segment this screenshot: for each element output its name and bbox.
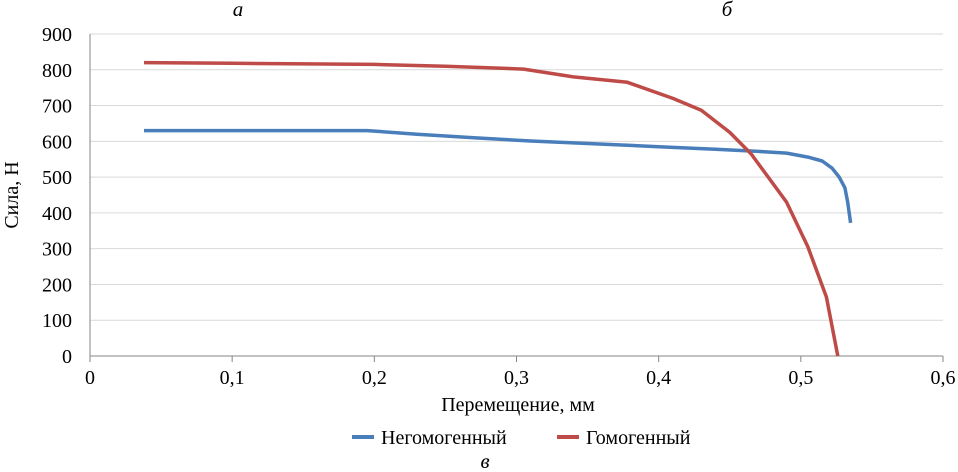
y-tick-label: 500 — [42, 167, 72, 189]
legend: Негомогенный Гомогенный — [352, 427, 691, 449]
y-tick-label: 100 — [42, 310, 72, 332]
x-tick-label: 0,1 — [220, 367, 245, 389]
y-tick-label: 700 — [42, 96, 72, 118]
x-tick-label: 0,5 — [788, 367, 813, 389]
y-tick-label: 600 — [42, 131, 72, 153]
y-tick-label: 800 — [42, 60, 72, 82]
x-tick-label: 0 — [85, 367, 95, 389]
y-axis-label: Сила, Н — [1, 161, 23, 228]
y-tick-label: 400 — [42, 203, 72, 225]
legend-label-series-2: Гомогенный — [586, 427, 691, 449]
tick-labels: 0 100 200 300 400 500 600 700 800 900 0 0,1 0,2 0,3 0,… — [42, 24, 956, 389]
x-axis-label: Перемещение, мм — [441, 394, 595, 416]
y-tick-label: 200 — [42, 274, 72, 296]
panel-label-c: в — [480, 449, 489, 472]
gridlines — [90, 33, 943, 321]
x-tick-label: 0,6 — [931, 367, 956, 389]
x-tick-label: 0,2 — [362, 367, 387, 389]
axes — [89, 34, 944, 362]
series-line-2 — [143, 60, 840, 357]
plot-area — [143, 60, 853, 357]
panel-label-a: а — [233, 0, 244, 21]
x-tick-label: 0,3 — [504, 367, 529, 389]
legend-label-series-1: Негомогенный — [381, 427, 507, 449]
y-tick-label: 900 — [42, 24, 72, 46]
y-tick-label: 0 — [62, 346, 72, 368]
series-line-1 — [144, 128, 853, 224]
panel-label-b: б — [722, 0, 734, 21]
x-tick-label: 0,4 — [646, 367, 671, 389]
y-tick-label: 300 — [42, 239, 72, 261]
